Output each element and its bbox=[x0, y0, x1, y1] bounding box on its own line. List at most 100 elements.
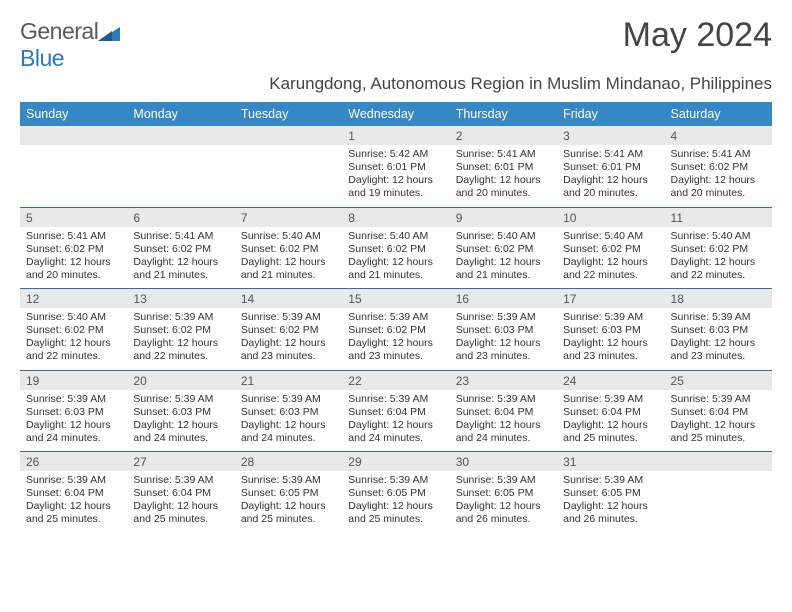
day-detail-line: Sunset: 6:02 PM bbox=[26, 243, 121, 256]
day-number: 12 bbox=[20, 289, 127, 308]
day-detail-line: Sunrise: 5:39 AM bbox=[671, 393, 766, 406]
page-subtitle: Karungdong, Autonomous Region in Muslim … bbox=[20, 74, 772, 94]
calendar-day-cell: 28Sunrise: 5:39 AMSunset: 6:05 PMDayligh… bbox=[235, 452, 342, 533]
day-number: 2 bbox=[450, 126, 557, 145]
calendar-day-cell: 8Sunrise: 5:40 AMSunset: 6:02 PMDaylight… bbox=[342, 207, 449, 289]
day-detail-line: Sunset: 6:03 PM bbox=[671, 324, 766, 337]
day-detail-line: Daylight: 12 hours and 23 minutes. bbox=[456, 337, 551, 363]
day-detail-line: Daylight: 12 hours and 24 minutes. bbox=[26, 419, 121, 445]
day-detail-line: Sunset: 6:04 PM bbox=[348, 406, 443, 419]
day-number bbox=[665, 452, 772, 471]
day-number: 20 bbox=[127, 371, 234, 390]
calendar-day-cell: 5Sunrise: 5:41 AMSunset: 6:02 PMDaylight… bbox=[20, 207, 127, 289]
day-detail-line: Sunset: 6:04 PM bbox=[133, 487, 228, 500]
calendar-week-row: 26Sunrise: 5:39 AMSunset: 6:04 PMDayligh… bbox=[20, 452, 772, 533]
day-detail-line: Sunrise: 5:39 AM bbox=[348, 393, 443, 406]
day-detail-line: Daylight: 12 hours and 24 minutes. bbox=[241, 419, 336, 445]
calendar-week-row: 1Sunrise: 5:42 AMSunset: 6:01 PMDaylight… bbox=[20, 126, 772, 207]
calendar-day-cell: 15Sunrise: 5:39 AMSunset: 6:02 PMDayligh… bbox=[342, 289, 449, 371]
day-detail-line: Sunrise: 5:41 AM bbox=[456, 148, 551, 161]
day-detail-line: Daylight: 12 hours and 25 minutes. bbox=[241, 500, 336, 526]
calendar-day-cell: 10Sunrise: 5:40 AMSunset: 6:02 PMDayligh… bbox=[557, 207, 664, 289]
day-body: Sunrise: 5:40 AMSunset: 6:02 PMDaylight:… bbox=[557, 227, 664, 289]
calendar-day-cell: 1Sunrise: 5:42 AMSunset: 6:01 PMDaylight… bbox=[342, 126, 449, 207]
day-number: 7 bbox=[235, 208, 342, 227]
calendar-day-cell: 30Sunrise: 5:39 AMSunset: 6:05 PMDayligh… bbox=[450, 452, 557, 533]
day-detail-line: Daylight: 12 hours and 25 minutes. bbox=[133, 500, 228, 526]
day-number: 18 bbox=[665, 289, 772, 308]
day-number: 10 bbox=[557, 208, 664, 227]
calendar-day-cell: 22Sunrise: 5:39 AMSunset: 6:04 PMDayligh… bbox=[342, 370, 449, 452]
day-detail-line: Daylight: 12 hours and 19 minutes. bbox=[348, 174, 443, 200]
day-detail-line: Daylight: 12 hours and 20 minutes. bbox=[563, 174, 658, 200]
calendar-week-row: 5Sunrise: 5:41 AMSunset: 6:02 PMDaylight… bbox=[20, 207, 772, 289]
day-number: 4 bbox=[665, 126, 772, 145]
day-detail-line: Sunrise: 5:40 AM bbox=[241, 230, 336, 243]
calendar-day-cell bbox=[127, 126, 234, 207]
day-number: 1 bbox=[342, 126, 449, 145]
day-body: Sunrise: 5:39 AMSunset: 6:02 PMDaylight:… bbox=[235, 308, 342, 370]
calendar-day-cell: 2Sunrise: 5:41 AMSunset: 6:01 PMDaylight… bbox=[450, 126, 557, 207]
day-detail-line: Sunrise: 5:41 AM bbox=[671, 148, 766, 161]
day-body: Sunrise: 5:40 AMSunset: 6:02 PMDaylight:… bbox=[450, 227, 557, 289]
day-detail-line: Daylight: 12 hours and 25 minutes. bbox=[671, 419, 766, 445]
day-body: Sunrise: 5:41 AMSunset: 6:02 PMDaylight:… bbox=[127, 227, 234, 289]
day-number bbox=[235, 126, 342, 145]
calendar-day-cell bbox=[235, 126, 342, 207]
day-body: Sunrise: 5:39 AMSunset: 6:04 PMDaylight:… bbox=[20, 471, 127, 533]
day-detail-line: Sunset: 6:02 PM bbox=[348, 243, 443, 256]
day-detail-line: Sunrise: 5:41 AM bbox=[26, 230, 121, 243]
day-detail-line: Daylight: 12 hours and 22 minutes. bbox=[133, 337, 228, 363]
calendar-table: Sunday Monday Tuesday Wednesday Thursday… bbox=[20, 102, 772, 533]
day-number: 29 bbox=[342, 452, 449, 471]
day-detail-line: Daylight: 12 hours and 23 minutes. bbox=[563, 337, 658, 363]
logo-text: General Blue bbox=[20, 18, 120, 72]
calendar-day-cell: 17Sunrise: 5:39 AMSunset: 6:03 PMDayligh… bbox=[557, 289, 664, 371]
day-detail-line: Daylight: 12 hours and 23 minutes. bbox=[348, 337, 443, 363]
weekday-header: Friday bbox=[557, 102, 664, 126]
day-body: Sunrise: 5:39 AMSunset: 6:04 PMDaylight:… bbox=[557, 390, 664, 452]
day-detail-line: Daylight: 12 hours and 26 minutes. bbox=[563, 500, 658, 526]
day-number: 13 bbox=[127, 289, 234, 308]
calendar-body: 1Sunrise: 5:42 AMSunset: 6:01 PMDaylight… bbox=[20, 126, 772, 533]
weekday-header: Tuesday bbox=[235, 102, 342, 126]
day-body: Sunrise: 5:39 AMSunset: 6:04 PMDaylight:… bbox=[127, 471, 234, 533]
day-number: 26 bbox=[20, 452, 127, 471]
day-number: 31 bbox=[557, 452, 664, 471]
calendar-day-cell: 23Sunrise: 5:39 AMSunset: 6:04 PMDayligh… bbox=[450, 370, 557, 452]
calendar-day-cell: 4Sunrise: 5:41 AMSunset: 6:02 PMDaylight… bbox=[665, 126, 772, 207]
calendar-day-cell: 21Sunrise: 5:39 AMSunset: 6:03 PMDayligh… bbox=[235, 370, 342, 452]
logo-word1: General bbox=[20, 18, 98, 44]
day-body: Sunrise: 5:39 AMSunset: 6:03 PMDaylight:… bbox=[127, 390, 234, 452]
day-detail-line: Sunrise: 5:39 AM bbox=[241, 474, 336, 487]
day-detail-line: Daylight: 12 hours and 21 minutes. bbox=[348, 256, 443, 282]
day-detail-line: Daylight: 12 hours and 25 minutes. bbox=[348, 500, 443, 526]
day-detail-line: Sunset: 6:03 PM bbox=[563, 324, 658, 337]
calendar-day-cell: 18Sunrise: 5:39 AMSunset: 6:03 PMDayligh… bbox=[665, 289, 772, 371]
day-detail-line: Sunset: 6:02 PM bbox=[671, 243, 766, 256]
day-detail-line: Sunset: 6:02 PM bbox=[133, 243, 228, 256]
day-detail-line: Sunset: 6:05 PM bbox=[456, 487, 551, 500]
day-detail-line: Sunrise: 5:39 AM bbox=[241, 393, 336, 406]
day-detail-line: Daylight: 12 hours and 22 minutes. bbox=[563, 256, 658, 282]
day-detail-line: Sunrise: 5:40 AM bbox=[348, 230, 443, 243]
day-detail-line: Daylight: 12 hours and 21 minutes. bbox=[456, 256, 551, 282]
day-number: 30 bbox=[450, 452, 557, 471]
day-detail-line: Daylight: 12 hours and 21 minutes. bbox=[133, 256, 228, 282]
day-number: 16 bbox=[450, 289, 557, 308]
day-detail-line: Sunrise: 5:41 AM bbox=[133, 230, 228, 243]
day-body: Sunrise: 5:39 AMSunset: 6:04 PMDaylight:… bbox=[342, 390, 449, 452]
day-detail-line: Sunrise: 5:39 AM bbox=[26, 474, 121, 487]
calendar-day-cell: 9Sunrise: 5:40 AMSunset: 6:02 PMDaylight… bbox=[450, 207, 557, 289]
calendar-day-cell: 25Sunrise: 5:39 AMSunset: 6:04 PMDayligh… bbox=[665, 370, 772, 452]
day-detail-line: Sunrise: 5:39 AM bbox=[563, 393, 658, 406]
day-detail-line: Sunset: 6:02 PM bbox=[563, 243, 658, 256]
day-body bbox=[665, 471, 772, 529]
day-detail-line: Sunset: 6:02 PM bbox=[241, 324, 336, 337]
day-detail-line: Daylight: 12 hours and 22 minutes. bbox=[671, 256, 766, 282]
day-detail-line: Sunrise: 5:39 AM bbox=[348, 474, 443, 487]
day-body: Sunrise: 5:39 AMSunset: 6:05 PMDaylight:… bbox=[450, 471, 557, 533]
day-body: Sunrise: 5:40 AMSunset: 6:02 PMDaylight:… bbox=[342, 227, 449, 289]
day-detail-line: Sunset: 6:03 PM bbox=[241, 406, 336, 419]
calendar-day-cell: 16Sunrise: 5:39 AMSunset: 6:03 PMDayligh… bbox=[450, 289, 557, 371]
